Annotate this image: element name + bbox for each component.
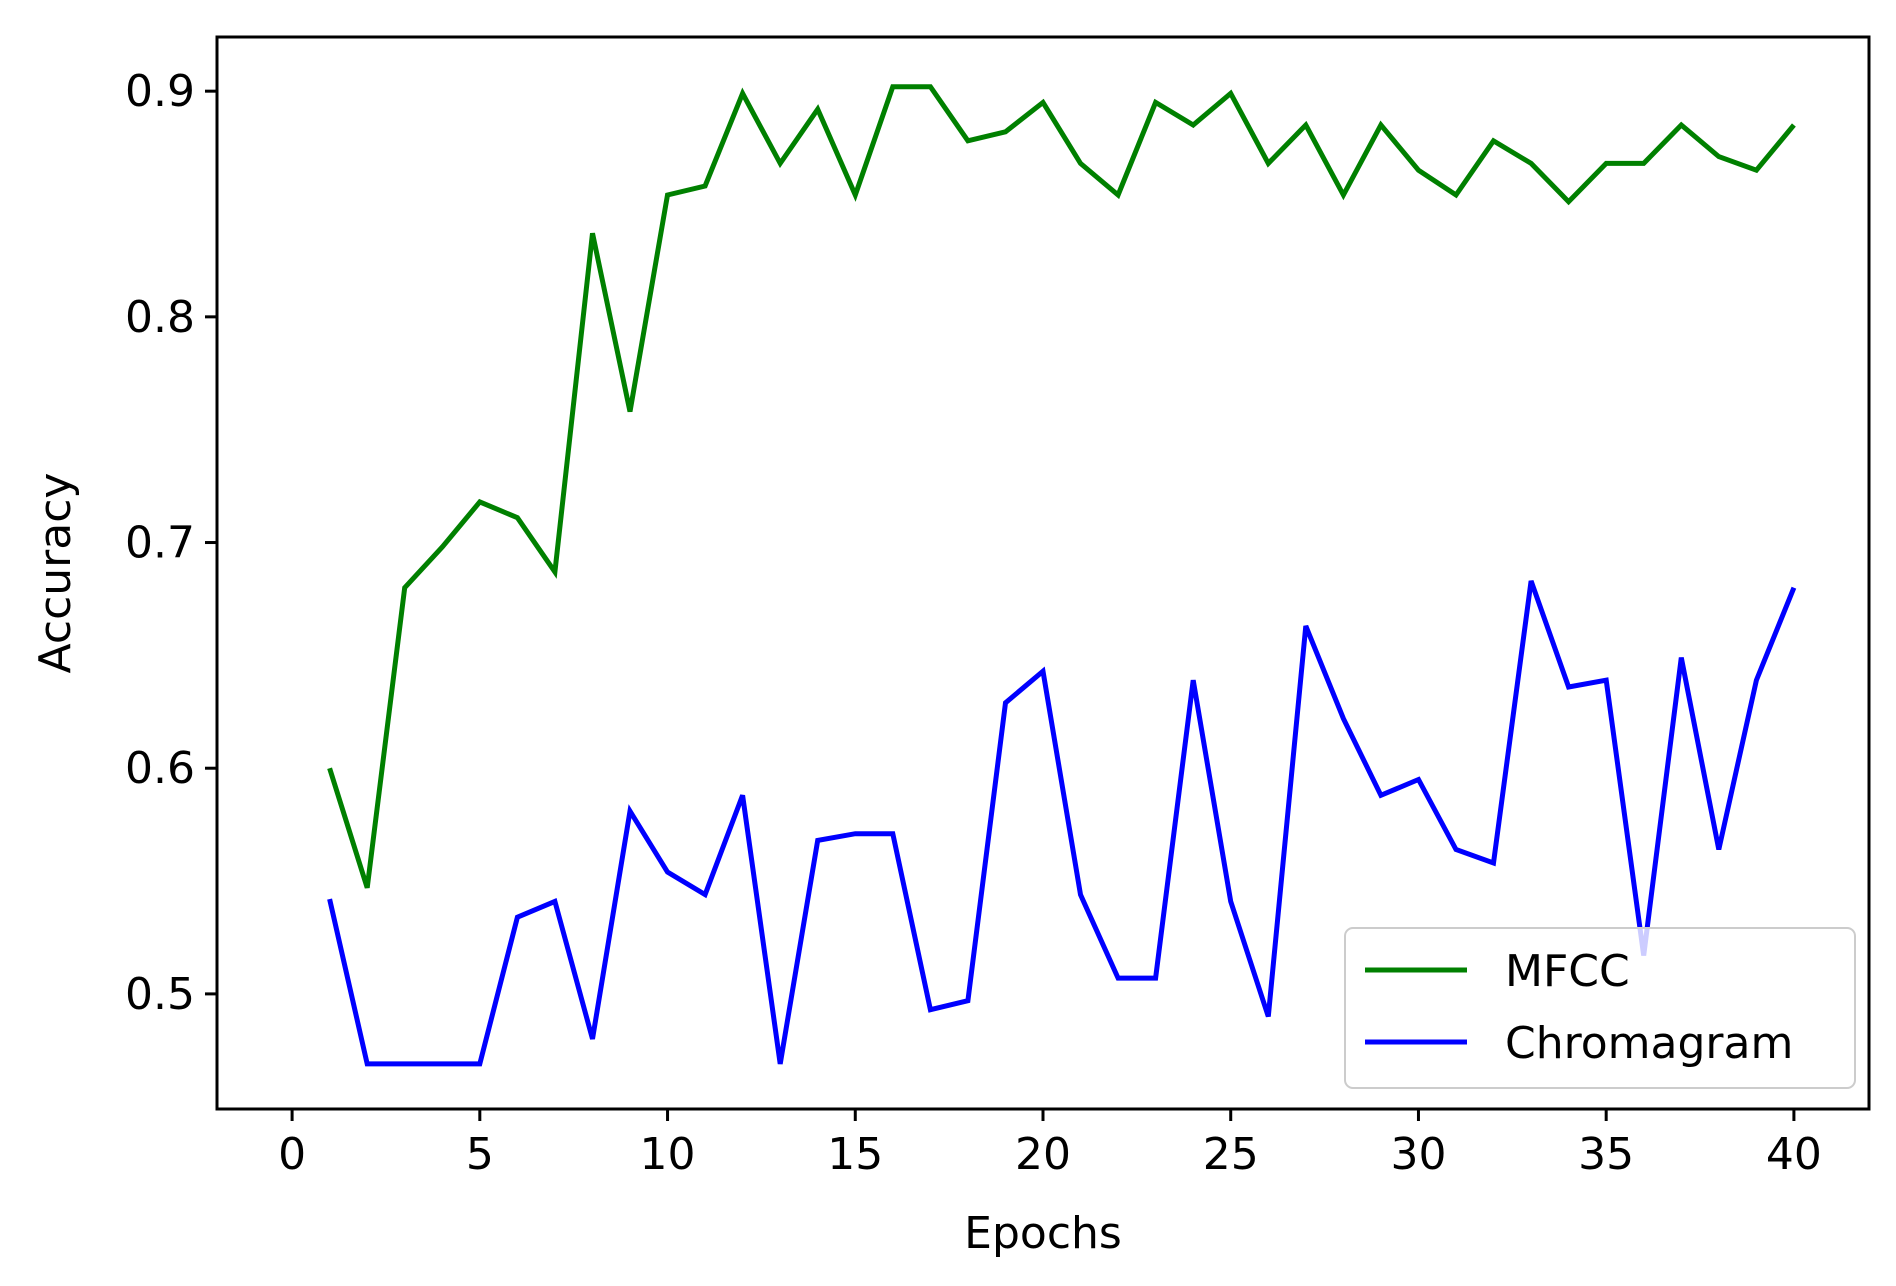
x-tick-label: 0 bbox=[278, 1129, 306, 1180]
y-axis-label: Accuracy bbox=[30, 473, 81, 674]
x-axis: 0 5 10 15 20 25 30 35 40 bbox=[278, 1109, 1822, 1180]
x-tick-label: 5 bbox=[466, 1129, 494, 1180]
x-tick-label: 15 bbox=[827, 1129, 883, 1180]
x-axis-label: Epochs bbox=[964, 1208, 1122, 1259]
x-tick-label: 35 bbox=[1578, 1129, 1634, 1180]
series-line-mfcc bbox=[327, 84, 1796, 889]
y-tick-label: 0.6 bbox=[125, 743, 195, 794]
series-layer bbox=[327, 84, 1797, 1067]
y-tick-label: 0.5 bbox=[125, 969, 195, 1020]
x-tick-label: 10 bbox=[640, 1129, 696, 1180]
legend-label-chromagram: Chromagram bbox=[1505, 1018, 1793, 1069]
x-tick-label: 40 bbox=[1766, 1129, 1822, 1180]
y-tick-label: 0.9 bbox=[125, 66, 195, 117]
series-line-chromagram bbox=[327, 580, 1797, 1067]
x-tick-label: 25 bbox=[1203, 1129, 1259, 1180]
x-tick-label: 20 bbox=[1015, 1129, 1071, 1180]
x-tick-label: 30 bbox=[1390, 1129, 1446, 1180]
y-tick-label: 0.7 bbox=[125, 518, 195, 569]
y-axis: 0.5 0.6 0.7 0.8 0.9 bbox=[125, 66, 217, 1020]
legend-label-mfcc: MFCC bbox=[1505, 946, 1630, 997]
legend: MFCC Chromagram bbox=[1344, 927, 1856, 1089]
y-tick-label: 0.8 bbox=[125, 292, 195, 343]
legend-box bbox=[1344, 927, 1856, 1089]
